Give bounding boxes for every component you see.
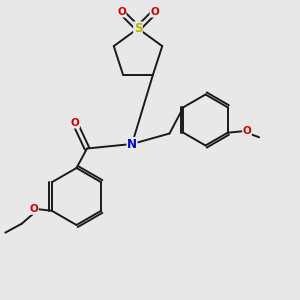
Text: S: S [134,22,142,35]
Text: O: O [243,126,251,136]
Text: O: O [30,204,38,214]
Text: N: N [127,137,137,151]
Text: O: O [117,7,126,17]
Text: O: O [70,118,80,128]
Text: O: O [150,7,159,17]
